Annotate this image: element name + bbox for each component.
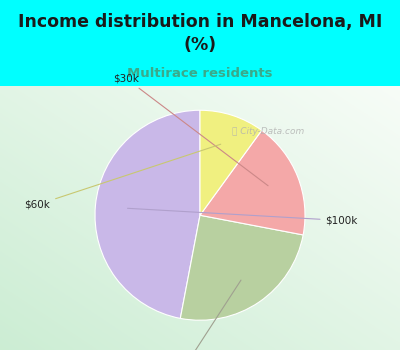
Text: $60k: $60k [24, 144, 221, 210]
Wedge shape [200, 130, 305, 235]
Wedge shape [200, 110, 262, 215]
Wedge shape [95, 110, 200, 318]
Text: $150k: $150k [168, 280, 241, 350]
Wedge shape [180, 215, 303, 320]
Text: $30k: $30k [114, 74, 268, 186]
Text: ⓘ City-Data.com: ⓘ City-Data.com [232, 127, 304, 136]
Text: Multirace residents: Multirace residents [127, 67, 273, 80]
Text: $100k: $100k [128, 208, 358, 225]
Text: Income distribution in Mancelona, MI
(%): Income distribution in Mancelona, MI (%) [18, 13, 382, 54]
